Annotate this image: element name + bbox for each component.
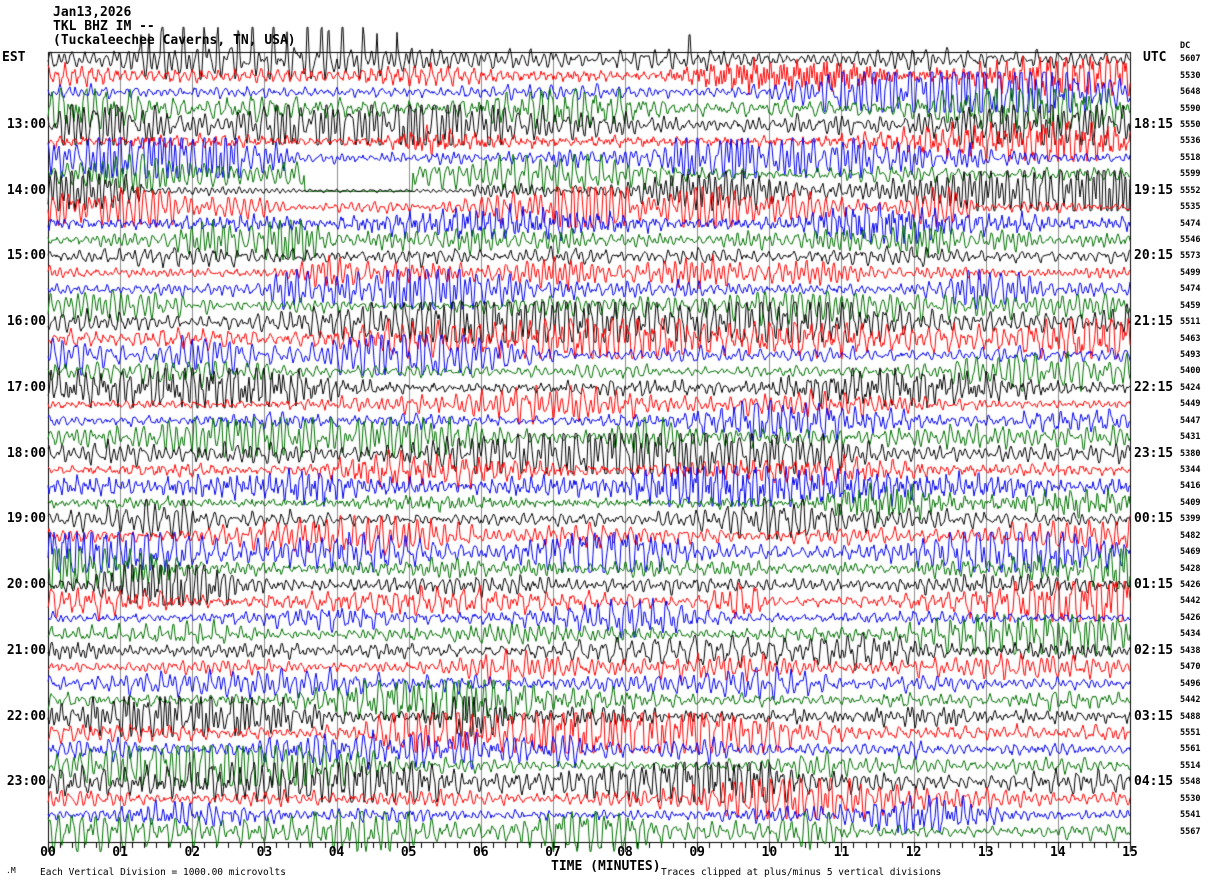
utc-quarter-label: 04:15 (1134, 774, 1174, 790)
dc-offset-value: 5434 (1180, 629, 1201, 640)
est-hour-label: 15:00 (6, 248, 46, 264)
dc-offset-value: 5541 (1180, 810, 1201, 821)
dc-offset-value: 5493 (1180, 350, 1201, 361)
dc-offset-value: 5469 (1180, 547, 1201, 558)
est-hour-label: 16:00 (6, 314, 46, 330)
minute-tick-label: 02 (184, 845, 201, 860)
dc-offset-value: 5426 (1180, 580, 1201, 591)
est-hour-label: 21:00 (6, 642, 46, 658)
dc-offset-value: 5482 (1180, 530, 1201, 541)
dc-offset-value: 5463 (1180, 333, 1201, 344)
utc-quarter-label: 03:15 (1134, 708, 1174, 724)
header-station-location: (Tuckaleechee Caverns, TN, USA) (53, 33, 296, 48)
dc-offset-value: 5599 (1180, 169, 1201, 180)
dc-offset-value: 5409 (1180, 497, 1201, 508)
minute-tick-label: 03 (256, 845, 273, 860)
est-hour-label: 19:00 (6, 511, 46, 527)
dc-offset-value: 5442 (1180, 596, 1201, 607)
dc-offset-value: 5447 (1180, 415, 1201, 426)
dc-offset-value: 5511 (1180, 317, 1201, 328)
utc-quarter-label: 20:15 (1134, 248, 1174, 264)
dc-offset-value: 5607 (1180, 54, 1201, 65)
dc-offset-value: 5496 (1180, 678, 1201, 689)
dc-offset-value: 5518 (1180, 152, 1201, 163)
minute-tick-label: 13 (977, 845, 994, 860)
dc-offset-value: 5399 (1180, 514, 1201, 525)
right-timezone-label: UTC (1143, 50, 1167, 65)
minute-tick-label: 07 (545, 845, 561, 860)
utc-quarter-label: 00:15 (1134, 511, 1174, 527)
dc-offset-value: 5648 (1180, 87, 1201, 98)
minute-tick-label: 15 (1122, 845, 1138, 860)
est-hour-label: 20:00 (6, 577, 46, 593)
est-hour-label: 22:00 (6, 708, 46, 724)
dc-offset-value: 5546 (1180, 235, 1201, 246)
dc-offset-value: 5470 (1180, 662, 1201, 673)
utc-quarter-label: 22:15 (1134, 379, 1174, 395)
dc-offset-value: 5416 (1180, 481, 1201, 492)
x-axis-title: TIME (MINUTES) (551, 859, 661, 874)
est-hour-label: 18:00 (6, 445, 46, 461)
dc-offset-value: 5514 (1180, 760, 1201, 771)
minute-tick-label: 11 (833, 845, 850, 860)
dc-offset-value: 5431 (1180, 432, 1201, 443)
dc-offset-value: 5530 (1180, 793, 1201, 804)
dc-offset-value: 5400 (1180, 366, 1201, 377)
dc-offset-value: 5426 (1180, 612, 1201, 623)
utc-quarter-label: 02:15 (1134, 642, 1174, 658)
dc-offset-value: 5530 (1180, 70, 1201, 81)
minute-tick-label: 14 (1050, 845, 1066, 860)
minute-tick-label: 08 (617, 845, 633, 860)
header-date: Jan13,2026 (53, 5, 132, 20)
dc-column-label: DC (1180, 41, 1191, 51)
minute-tick-label: 06 (472, 845, 489, 860)
scale-mark: .M (6, 866, 16, 875)
dc-offset-value: 5561 (1180, 744, 1201, 755)
left-timezone-label: EST (2, 50, 26, 65)
utc-quarter-label: 01:15 (1134, 577, 1174, 593)
est-hour-label: 13:00 (6, 117, 46, 133)
vertical-division-note: Each Vertical Division = 1000.00 microvo… (40, 867, 286, 878)
minute-tick-label: 01 (112, 845, 128, 860)
dc-offset-value: 5424 (1180, 382, 1201, 393)
dc-offset-value: 5550 (1180, 120, 1201, 131)
utc-quarter-label: 21:15 (1134, 314, 1174, 330)
dc-offset-value: 5552 (1180, 185, 1201, 196)
minute-tick-label: 04 (328, 845, 345, 860)
minute-tick-label: 10 (761, 845, 778, 860)
dc-offset-value: 5590 (1180, 103, 1201, 114)
dc-offset-value: 5499 (1180, 267, 1201, 278)
minute-tick-label: 12 (905, 845, 922, 860)
minute-tick-label: 09 (689, 845, 706, 860)
est-hour-label: 17:00 (6, 379, 46, 395)
dc-offset-value: 5567 (1180, 826, 1201, 837)
dc-offset-value: 5459 (1180, 300, 1201, 311)
dc-offset-value: 5380 (1180, 448, 1201, 459)
dc-offset-value: 5474 (1180, 218, 1201, 229)
dc-offset-value: 5488 (1180, 711, 1201, 722)
header-station-code: TKL BHZ IM -- (53, 19, 155, 34)
est-hour-label: 23:00 (6, 774, 46, 790)
dc-offset-value: 5442 (1180, 695, 1201, 706)
dc-offset-value: 5573 (1180, 251, 1201, 262)
utc-quarter-label: 18:15 (1134, 117, 1174, 133)
utc-quarter-label: 23:15 (1134, 445, 1174, 461)
dc-offset-value: 5551 (1180, 727, 1201, 738)
dc-offset-value: 5449 (1180, 399, 1201, 410)
utc-quarter-label: 19:15 (1134, 182, 1174, 198)
dc-offset-value: 5344 (1180, 465, 1201, 476)
est-hour-label: 14:00 (6, 182, 46, 198)
minute-tick-label: 00 (40, 845, 56, 860)
clip-note: Traces clipped at plus/minus 5 vertical … (661, 867, 942, 878)
dc-offset-value: 5474 (1180, 284, 1201, 295)
dc-offset-value: 5428 (1180, 563, 1201, 574)
dc-offset-value: 5535 (1180, 202, 1201, 213)
dc-offset-value: 5438 (1180, 645, 1201, 656)
dc-offset-value: 5536 (1180, 136, 1201, 147)
minute-tick-label: 05 (400, 845, 417, 860)
dc-offset-value: 5548 (1180, 777, 1201, 788)
